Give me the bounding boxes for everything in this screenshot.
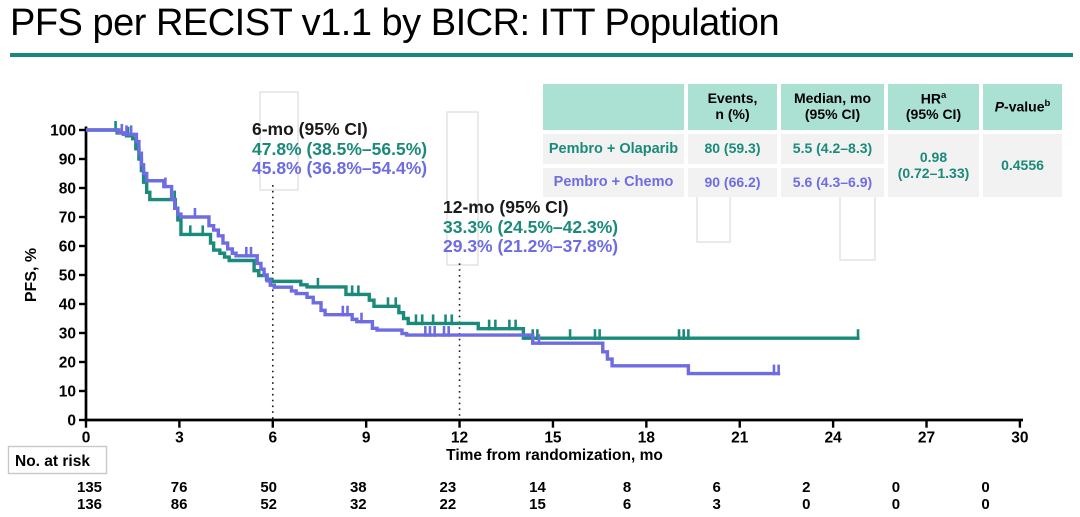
- x-tick-label: 6: [268, 430, 277, 447]
- risk-value: 3: [713, 496, 721, 513]
- y-tick-label: 70: [59, 209, 76, 226]
- risk-value: 32: [350, 496, 367, 513]
- risk-value: 52: [260, 496, 277, 513]
- annotation-12mo: 12-mo (95% CI) 33.3% (24.5%–42.3%) 29.3%…: [443, 197, 619, 257]
- table-header-hr: HRa (95% CI): [888, 84, 979, 130]
- km-curve-purple: [86, 123, 781, 376]
- title-underline: [10, 53, 1073, 57]
- risk-value: 6: [713, 479, 721, 496]
- x-tick-label: 18: [638, 430, 656, 447]
- reference-lines: [271, 185, 461, 419]
- risk-value: 50: [260, 479, 277, 496]
- risk-value: 86: [171, 496, 188, 513]
- x-tick-label: 3: [175, 430, 184, 447]
- x-tick-label: 12: [451, 430, 468, 447]
- y-axis-title: PFS, %: [23, 248, 40, 302]
- y-tick-label: 90: [59, 151, 76, 168]
- risk-value: 8: [623, 479, 631, 496]
- page-title: PFS per RECIST v1.1 by BICR: ITT Populat…: [10, 2, 780, 44]
- y-tick-label: 50: [59, 267, 76, 284]
- risk-value: 6: [623, 496, 631, 513]
- table-row-chemo-label: Pembro + Chemo: [543, 168, 684, 197]
- x-tick-label: 24: [824, 430, 842, 447]
- y-tick-label: 100: [50, 122, 76, 139]
- x-tick-label: 9: [362, 430, 371, 447]
- annotation-12mo-olaparib: 33.3% (24.5%–42.3%): [443, 216, 619, 237]
- risk-label: No. at risk: [15, 453, 90, 470]
- table-cell-chemo-events: 90 (66.2): [688, 168, 777, 197]
- table-cell-olaparib-median: 5.5 (4.2–8.3): [781, 134, 884, 164]
- risk-value: 22: [440, 496, 457, 513]
- x-tick-label: 27: [918, 430, 935, 447]
- annotation-12mo-chemo: 29.3% (21.2%–37.8%): [443, 236, 619, 256]
- y-tick-label: 60: [59, 238, 76, 255]
- risk-value: 135: [77, 479, 102, 496]
- risk-value: 38: [350, 479, 367, 496]
- annotation-12mo-heading: 12-mo (95% CI): [443, 197, 569, 217]
- x-tick-label: 0: [82, 430, 91, 447]
- table-header-empty: [543, 84, 684, 130]
- x-axis-title: Time from randomization, mo: [446, 447, 663, 464]
- table-cell-chemo-median: 5.6 (4.3–6.9): [781, 168, 884, 197]
- y-tick-label: 40: [59, 296, 76, 313]
- y-tick-label: 20: [59, 354, 76, 371]
- risk-value: 136: [77, 496, 102, 513]
- x-tick-label: 21: [731, 430, 749, 447]
- axes: 0 10 20 30 40 50 60 70 80 90 100 0 3 6 9 12 15 18 21 24 27 30…: [23, 122, 1029, 464]
- risk-value: 14: [529, 479, 546, 496]
- y-tick-label: 10: [59, 383, 76, 400]
- risk-value: 0: [981, 479, 989, 496]
- y-tick-label: 30: [59, 325, 76, 342]
- table-row-olaparib-label: Pembro + Olaparib: [543, 134, 684, 164]
- table-header-pvalue: P-valueb: [983, 84, 1062, 130]
- risk-value: 15: [529, 496, 546, 513]
- annotation-6mo: 6-mo (95% CI) 47.8% (38.5%–56.5%) 45.8% …: [252, 119, 428, 179]
- y-tick-label: 0: [67, 412, 76, 429]
- table-cell-hr: 0.98 (0.72–1.33): [888, 134, 979, 197]
- risk-value: 76: [171, 479, 188, 496]
- risk-value: 0: [892, 496, 900, 513]
- summary-table: Events, n (%) Median, mo (95% CI) HRa (9…: [543, 84, 1062, 197]
- x-tick-label: 30: [1011, 430, 1028, 447]
- risk-value: 0: [892, 479, 900, 496]
- risk-value: 0: [802, 496, 810, 513]
- risk-value: 23: [440, 479, 457, 496]
- table-cell-pvalue: 0.4556: [983, 134, 1062, 197]
- annotation-6mo-heading: 6-mo (95% CI): [252, 119, 368, 139]
- risk-value: 2: [802, 479, 810, 496]
- table-header-median: Median, mo (95% CI): [781, 84, 884, 130]
- annotation-6mo-chemo: 45.8% (36.8%–54.4%): [252, 158, 428, 178]
- artifact-boxes: [259, 91, 876, 266]
- annotation-6mo-olaparib: 47.8% (38.5%–56.5%): [252, 138, 428, 159]
- y-tick-label: 80: [59, 180, 76, 197]
- risk-value: 0: [981, 496, 989, 513]
- table-cell-olaparib-events: 80 (59.3): [688, 134, 777, 164]
- x-tick-label: 15: [544, 430, 562, 447]
- table-header-events: Events, n (%): [688, 84, 777, 130]
